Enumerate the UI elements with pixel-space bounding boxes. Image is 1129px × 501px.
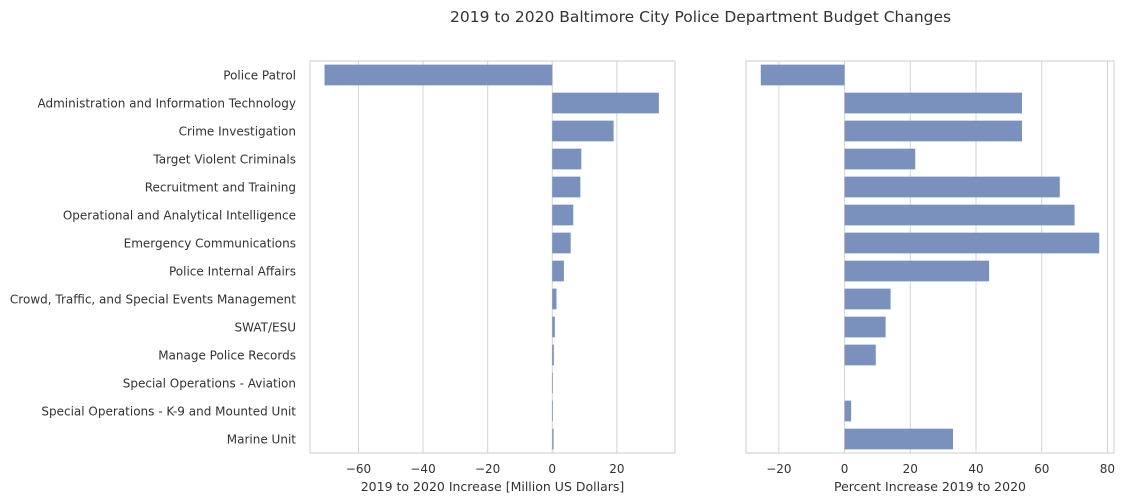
bar-0-12 <box>552 400 553 422</box>
bar-0-1 <box>552 92 659 114</box>
bar-0-0 <box>324 64 553 86</box>
bar-0-3 <box>552 148 582 170</box>
bar-1-8 <box>844 288 891 310</box>
x-axis-label-0: 2019 to 2020 Increase [Million US Dollar… <box>361 479 625 494</box>
bar-0-4 <box>552 176 581 198</box>
category-label-7: Police Internal Affairs <box>169 265 296 279</box>
category-label-5: Operational and Analytical Intelligence <box>63 209 296 223</box>
chart-title: 2019 to 2020 Baltimore City Police Depar… <box>450 8 952 26</box>
x-tick-label-1-1: 0 <box>841 462 849 476</box>
bar-1-6 <box>844 232 1100 254</box>
category-label-2: Crime Investigation <box>179 125 296 139</box>
bar-0-10 <box>552 344 554 366</box>
x-tick-label-0-1: −40 <box>410 462 435 476</box>
x-tick-label-0-2: −20 <box>475 462 500 476</box>
x-tick-label-1-0: −20 <box>766 462 791 476</box>
bar-0-2 <box>552 120 614 142</box>
x-tick-label-1-3: 40 <box>968 462 983 476</box>
category-label-12: Special Operations - K-9 and Mounted Uni… <box>41 405 296 419</box>
bar-1-1 <box>844 92 1022 114</box>
x-axis-label-1: Percent Increase 2019 to 2020 <box>834 479 1026 494</box>
category-label-1: Administration and Information Technolog… <box>37 97 296 111</box>
x-tick-label-1-2: 20 <box>903 462 918 476</box>
bar-1-5 <box>844 204 1075 226</box>
category-label-11: Special Operations - Aviation <box>123 377 296 391</box>
bar-1-10 <box>844 344 876 366</box>
x-tick-label-1-5: 80 <box>1100 462 1115 476</box>
plot-frame-0 <box>309 60 676 454</box>
bar-1-0 <box>760 64 845 86</box>
bar-1-9 <box>844 316 886 338</box>
x-tick-label-1-4: 60 <box>1034 462 1049 476</box>
category-label-4: Recruitment and Training <box>145 181 296 195</box>
category-label-3: Target Violent Criminals <box>152 153 296 167</box>
bar-0-8 <box>552 288 557 310</box>
bar-1-4 <box>844 176 1060 198</box>
bar-0-9 <box>552 316 555 338</box>
bar-0-13 <box>552 428 554 450</box>
bar-1-12 <box>844 400 852 422</box>
category-label-9: SWAT/ESU <box>235 321 296 335</box>
bar-0-6 <box>552 232 571 254</box>
bar-1-7 <box>844 260 990 282</box>
bar-0-11 <box>552 372 553 394</box>
category-label-10: Manage Police Records <box>158 349 296 363</box>
bar-0-7 <box>552 260 564 282</box>
plot-frame-1 <box>745 60 1115 454</box>
category-label-8: Crowd, Traffic, and Special Events Manag… <box>10 293 296 307</box>
x-tick-label-0-3: 0 <box>548 462 556 476</box>
category-label-0: Police Patrol <box>223 69 296 83</box>
category-label-6: Emergency Communications <box>124 237 296 251</box>
bar-1-13 <box>844 428 953 450</box>
x-tick-label-0-0: −60 <box>346 462 371 476</box>
x-tick-label-0-4: 20 <box>609 462 624 476</box>
bar-1-3 <box>844 148 916 170</box>
bar-1-2 <box>844 120 1022 142</box>
category-label-13: Marine Unit <box>227 433 297 447</box>
bar-0-5 <box>552 204 574 226</box>
